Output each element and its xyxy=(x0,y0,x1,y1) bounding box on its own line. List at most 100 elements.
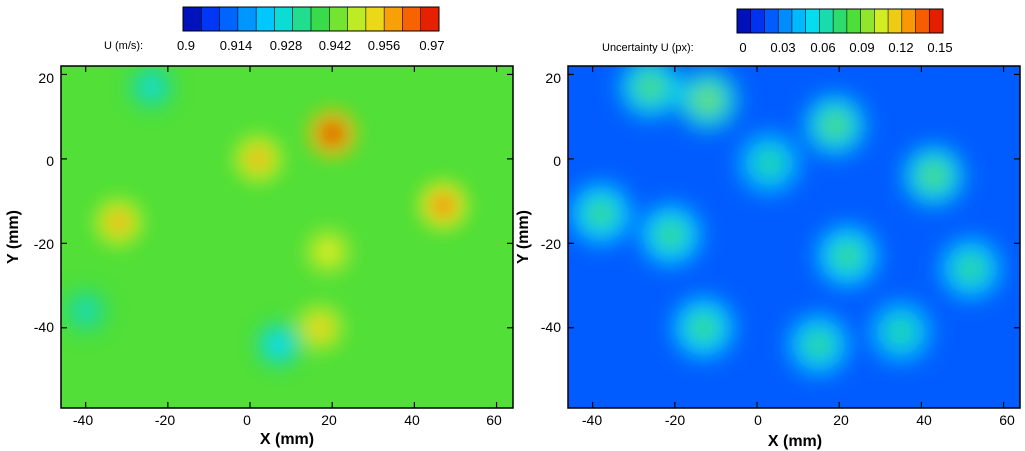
contour-feature xyxy=(587,200,615,228)
colorbar-swatch xyxy=(311,7,330,31)
colorbar-label: Uncertainty U (px): xyxy=(602,42,694,54)
plot-frame xyxy=(60,65,514,409)
colorbar-swatch xyxy=(219,7,239,31)
colorbar-swatch xyxy=(805,9,820,33)
colorbar-velocity: U (m/s): 0.9 0.914 0.928 0.942 0.956 0.9… xyxy=(104,6,445,53)
contour-field-uncertainty xyxy=(568,66,1020,408)
colorbar-swatch xyxy=(347,7,367,31)
colorbar-swatch xyxy=(778,9,793,33)
contour-feature xyxy=(887,318,915,346)
colorbar-swatch xyxy=(292,7,312,31)
colorbar-label: U (m/s): xyxy=(104,40,143,52)
contour-feature xyxy=(74,300,97,322)
y-tick-label: 0 xyxy=(46,153,54,169)
contour-feature xyxy=(657,221,685,249)
colorbar-swatch xyxy=(901,9,917,33)
colorbar-swatch xyxy=(183,7,202,31)
y-tick-label: 20 xyxy=(545,70,561,86)
colorbar-tick: 0.06 xyxy=(810,40,835,55)
colorbar-swatch xyxy=(888,9,903,33)
contour-feature xyxy=(690,314,718,342)
colorbar-tick: 0.956 xyxy=(368,38,401,53)
x-tick-label: -40 xyxy=(582,412,602,428)
colorbar-tick: 0.914 xyxy=(220,38,253,53)
colorbar-swatch xyxy=(201,7,221,31)
colorbar-frame xyxy=(736,8,944,34)
x-axis-title: X (mm) xyxy=(768,433,822,450)
colorbar-tick: 0.12 xyxy=(888,40,913,55)
colorbar-swatch xyxy=(750,9,765,33)
colorbar-swatch xyxy=(737,9,752,33)
contour-feature xyxy=(317,240,339,263)
contour-feature xyxy=(321,122,344,145)
colorbar-swatch xyxy=(365,7,385,31)
colorbar-swatch xyxy=(929,9,944,33)
x-tick-label: -20 xyxy=(155,412,175,428)
x-axis: -40 -20 0 20 40 60 X (mm) xyxy=(73,66,502,448)
x-tick-label: 20 xyxy=(321,412,337,428)
x-axis-title: X (mm) xyxy=(260,431,314,448)
contour-feature xyxy=(636,73,664,101)
chart-uncertainty: Uncertainty U (px): 0 0.03 0.06 0.09 0.1… xyxy=(515,8,1021,450)
y-axis: 20 0 -20 -40 Y (mm) xyxy=(515,70,1020,335)
x-tick-label: -20 xyxy=(665,412,685,428)
x-tick-label: 60 xyxy=(486,412,502,428)
contour-field-velocity xyxy=(61,66,513,408)
colorbar-tick: 0.9 xyxy=(177,38,195,53)
y-tick-label: -40 xyxy=(541,319,561,335)
contour-feature xyxy=(309,316,331,339)
y-tick-label: -40 xyxy=(34,319,54,335)
contour-feature xyxy=(140,76,163,98)
colorbar-swatch xyxy=(274,7,294,31)
x-tick-label: 0 xyxy=(243,412,251,428)
colorbar-tick: 0.97 xyxy=(419,38,444,53)
x-tick-label: 60 xyxy=(999,412,1015,428)
x-tick-label: -40 xyxy=(73,412,93,428)
y-tick-label: -20 xyxy=(541,236,561,252)
y-axis-title: Y (mm) xyxy=(515,210,532,264)
contour-feature xyxy=(694,86,722,114)
y-tick-label: 0 xyxy=(553,153,561,169)
colorbar-swatch xyxy=(384,7,403,31)
colorbar-swatch xyxy=(860,9,875,33)
colorbar-swatch xyxy=(846,9,862,33)
contour-feature xyxy=(805,331,833,359)
colorbar-swatch xyxy=(764,9,779,33)
colorbar-frame xyxy=(182,6,440,32)
colorbar-uncertainty: Uncertainty U (px): 0 0.03 0.06 0.09 0.1… xyxy=(602,8,953,55)
x-tick-label: 40 xyxy=(916,412,932,428)
colorbar-swatch xyxy=(420,7,440,31)
x-tick-label: 20 xyxy=(833,412,849,428)
colorbar-tick: 0 xyxy=(739,40,746,55)
colorbar-swatch xyxy=(329,7,349,31)
contour-feature xyxy=(821,111,849,139)
colorbar-swatch xyxy=(791,9,807,33)
contour-feature xyxy=(920,162,948,190)
colorbar-swatch xyxy=(256,7,275,31)
contour-feature xyxy=(107,211,130,234)
contour-feature xyxy=(432,194,454,217)
colorbar-swatch xyxy=(402,7,422,31)
y-tick-label: -20 xyxy=(34,236,54,252)
colorbar-swatch xyxy=(915,9,930,33)
colorbar-tick: 0.09 xyxy=(849,40,874,55)
x-axis: -40 -20 0 20 40 60 X (mm) xyxy=(582,66,1015,450)
x-tick-label: 0 xyxy=(754,412,762,428)
colorbar-tick: 0.942 xyxy=(319,38,352,53)
contour-feature xyxy=(833,242,861,270)
y-axis: 20 0 -20 -40 Y (mm) xyxy=(5,70,513,335)
colorbar-swatch xyxy=(874,9,889,33)
colorbar-tick: 0.03 xyxy=(770,40,795,55)
colorbar-swatch xyxy=(819,9,834,33)
colorbar-swatch xyxy=(833,9,848,33)
colorbar-tick: 0.928 xyxy=(270,38,303,53)
contour-feature xyxy=(247,148,270,170)
contour-feature xyxy=(267,333,290,356)
chart-velocity: U (m/s): 0.9 0.914 0.928 0.942 0.956 0.9… xyxy=(5,6,514,448)
contour-feature xyxy=(957,255,985,283)
colorbar-tick: 0.15 xyxy=(927,40,952,55)
x-tick-label: 40 xyxy=(404,412,420,428)
plot-frame xyxy=(567,65,1021,409)
contour-feature xyxy=(755,149,783,177)
